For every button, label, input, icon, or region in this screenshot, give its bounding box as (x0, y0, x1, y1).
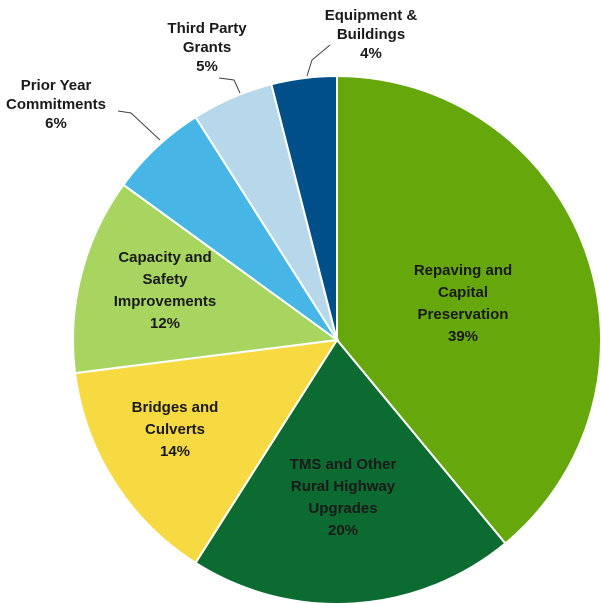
pie-slice-equipment-and-buildings (270, 74, 338, 341)
slice-name-line: Capacity and (118, 249, 211, 266)
slice-name-line: TMS and Other (290, 456, 397, 473)
slice-label-bridges-and-culverts: Bridges and Culverts 14% (132, 399, 219, 460)
slice-name-line: Third Party (167, 20, 247, 37)
slice-name-line: Preservation (418, 306, 509, 323)
slice-percent: 14% (160, 443, 190, 460)
leader-lines (117, 44, 331, 141)
slice-label-equipment-and-buildings: Equipment & Buildings 4% (325, 7, 418, 62)
slice-label-capacity-and-safety-improvements: Capacity and Safety Improvements 12% (114, 249, 217, 332)
slice-label-tms-and-other-rural-highway-upgrades: TMS and Other Rural Highway Upgrades 20% (290, 456, 397, 539)
slice-name-line: Commitments (6, 96, 106, 113)
slice-label-repaving-and-capital-preservation: Repaving and Capital Preservation 39% (414, 262, 512, 345)
slice-name-line: Rural Highway (291, 478, 396, 495)
slice-percent: 12% (150, 315, 180, 332)
slice-percent: 39% (448, 328, 478, 345)
leader-line-prior-year-commitments (117, 110, 161, 141)
slice-label-third-party-grants: Third Party Grants 5% (167, 20, 247, 75)
leader-line-equipment-and-buildings (306, 44, 331, 77)
slice-name-line: Grants (183, 39, 231, 56)
slice-name-line: Bridges and (132, 399, 219, 416)
slice-name-line: Repaving and (414, 262, 512, 279)
pie-slice-bridges-and-culverts (73, 338, 339, 565)
slice-labels: Repaving and Capital Preservation 39% TMS an… (6, 7, 512, 539)
slice-name-line: Buildings (337, 26, 405, 43)
slice-name-line: Safety (142, 271, 188, 288)
slice-label-prior-year-commitments: Prior Year Commitments 6% (6, 77, 106, 132)
slice-name-line: Prior Year (21, 77, 92, 94)
slice-name-line: Culverts (145, 421, 205, 438)
slice-name-line: Capital (438, 284, 488, 301)
slice-name-line: Equipment & (325, 7, 418, 24)
slice-percent: 20% (328, 522, 358, 539)
pie-slices (72, 74, 601, 604)
slice-percent: 6% (45, 115, 67, 132)
pie-slice-capacity-and-safety-improvements (72, 183, 340, 375)
pie-slice-tms-and-other-rural-highway-upgrades (194, 338, 507, 604)
slice-percent: 4% (360, 45, 382, 62)
pie-slice-repaving-and-capital-preservation (336, 74, 601, 545)
slice-name-line: Improvements (114, 293, 217, 310)
leader-line-third-party-grants (218, 77, 241, 94)
slice-name-line: Upgrades (308, 500, 377, 517)
slice-percent: 5% (196, 58, 218, 75)
